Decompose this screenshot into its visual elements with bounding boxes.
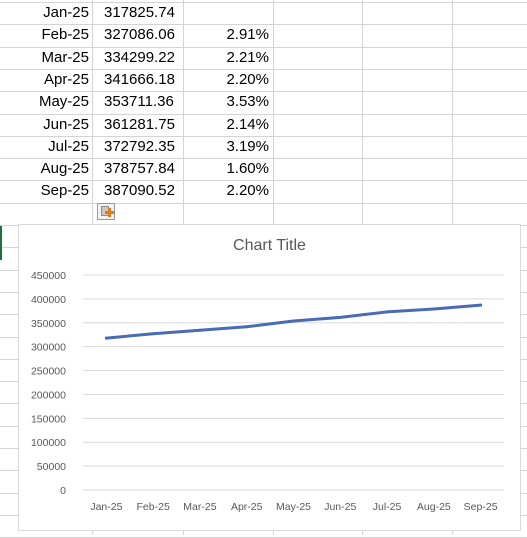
y-tick-label: 150000: [31, 413, 66, 425]
row-divider: [0, 203, 527, 204]
cell-date[interactable]: Mar-25: [41, 49, 89, 66]
series-point[interactable]: [292, 319, 295, 323]
cell-date[interactable]: Jan-25: [43, 4, 89, 21]
paste-options-button[interactable]: [97, 203, 115, 220]
x-tick-label: Jun-25: [324, 501, 356, 513]
cell-percent[interactable]: 1.60%: [226, 160, 269, 177]
row-divider: [0, 91, 527, 92]
series-point[interactable]: [338, 315, 342, 319]
cell-value[interactable]: 317825.74: [104, 4, 175, 21]
y-tick-label: 250000: [31, 366, 66, 378]
series-point[interactable]: [245, 325, 249, 329]
x-tick-label: Sep-25: [464, 501, 498, 513]
cell-date[interactable]: Feb-25: [41, 26, 89, 43]
cell-percent[interactable]: 2.91%: [226, 26, 269, 43]
series-point[interactable]: [432, 307, 436, 311]
cell-percent[interactable]: 2.21%: [226, 49, 269, 66]
x-tick-label: Jan-25: [90, 501, 122, 513]
cell-value[interactable]: 378757.84: [104, 160, 175, 177]
y-tick-label: 100000: [31, 437, 66, 449]
series-point[interactable]: [151, 332, 155, 336]
row-divider: [0, 69, 527, 70]
row-divider: [0, 2, 527, 3]
cell-value[interactable]: 372792.35: [104, 138, 175, 155]
row-divider: [0, 47, 527, 48]
cell-value[interactable]: 353711.36: [104, 93, 174, 110]
cell-date[interactable]: Jul-25: [48, 138, 89, 155]
y-tick-label: 450000: [31, 270, 66, 282]
row-divider: [0, 180, 527, 181]
cell-value[interactable]: 334299.22: [104, 49, 175, 66]
cell-percent[interactable]: [186, 1, 269, 23]
cell-value[interactable]: 327086.06: [104, 26, 175, 43]
paste-options-icon: [105, 208, 114, 217]
row-divider: [0, 136, 527, 137]
x-tick-label: Aug-25: [417, 501, 451, 513]
series-point[interactable]: [385, 310, 389, 314]
y-tick-label: 350000: [31, 318, 66, 330]
cell-percent[interactable]: 2.20%: [226, 182, 269, 199]
active-cell-marker: [0, 226, 2, 260]
cell-date[interactable]: Sep-25: [40, 182, 89, 199]
cell-percent[interactable]: 2.20%: [226, 71, 269, 88]
cell-value[interactable]: 387090.52: [104, 182, 175, 199]
cell-date[interactable]: Aug-25: [40, 160, 89, 177]
cell-percent[interactable]: 2.14%: [226, 116, 269, 133]
x-tick-label: Mar-25: [183, 501, 216, 513]
row-divider: [0, 24, 527, 25]
row-divider: [0, 114, 527, 115]
cell-value[interactable]: 341666.18: [104, 71, 175, 88]
cell-date[interactable]: Jun-25: [43, 116, 89, 133]
x-tick-label: May-25: [276, 501, 311, 513]
cell-percent[interactable]: 3.19%: [226, 138, 269, 155]
line-chart[interactable]: Chart Title 0 50000 100000 150000 200000 2500…: [18, 224, 521, 531]
x-tick-label: Jul-25: [373, 501, 402, 513]
x-tick-label: Feb-25: [137, 501, 170, 513]
y-tick-label: 400000: [31, 294, 66, 306]
y-tick-label: 200000: [31, 389, 66, 401]
cell-date[interactable]: May-25: [38, 93, 89, 110]
cell-percent[interactable]: 3.53%: [226, 93, 269, 110]
series-point[interactable]: [479, 303, 483, 307]
y-tick-label: 50000: [37, 461, 66, 473]
chart-plot: 0 50000 100000 150000 200000 250000 300000 3500…: [31, 270, 504, 513]
y-tick-label: 0: [60, 485, 66, 497]
series-point[interactable]: [104, 336, 108, 340]
cell-date[interactable]: Apr-25: [43, 71, 89, 88]
x-tick-label: Apr-25: [231, 501, 263, 513]
cell-value[interactable]: 361281.75: [104, 116, 175, 133]
y-tick-label: 300000: [31, 342, 66, 354]
chart-title[interactable]: Chart Title: [233, 237, 306, 254]
series-point[interactable]: [198, 328, 202, 332]
row-divider: [0, 158, 527, 159]
